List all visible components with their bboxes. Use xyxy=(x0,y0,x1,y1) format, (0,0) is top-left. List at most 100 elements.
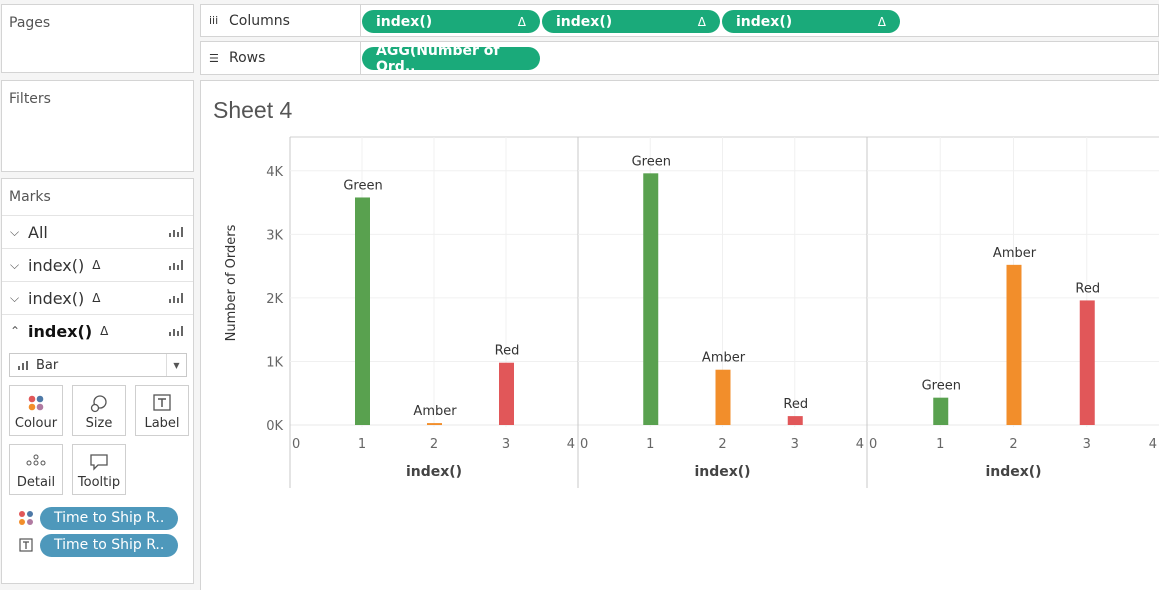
pages-title: Pages xyxy=(9,15,51,31)
y-tick-label: 2K xyxy=(266,292,283,307)
pill-label: index() xyxy=(556,13,613,30)
x-tick-label: 0 xyxy=(869,437,877,452)
colour-dots-icon xyxy=(28,395,44,411)
chevron-up-icon: ⌃ xyxy=(10,324,21,338)
pages-card[interactable]: Pages xyxy=(1,4,194,73)
delta-icon: Δ xyxy=(92,291,101,305)
size-icon xyxy=(90,395,107,413)
bar-chart-icon xyxy=(169,293,183,303)
bar-chart: Number of Orders 0K 1K 2K 3K 4K Green Amber Red 0… xyxy=(224,136,1159,488)
rows-shelf[interactable]: ☰ Rows AGG(Number of Ord.. xyxy=(200,41,1159,75)
x-axis-title: index() xyxy=(694,464,750,480)
filters-card[interactable]: Filters xyxy=(1,80,194,172)
label-pill-row: Time to Ship R.. xyxy=(18,533,179,557)
x-tick-label: 4 xyxy=(856,437,864,452)
y-tick-label: 4K xyxy=(266,165,283,180)
filters-title: Filters xyxy=(9,91,51,107)
marks-card-label: index() xyxy=(28,288,85,308)
label-field-pill[interactable]: Time to Ship R.. xyxy=(40,533,179,557)
tooltip-icon xyxy=(90,454,108,471)
y-tick-label: 1K xyxy=(266,355,283,370)
marks-card-label: index() xyxy=(28,321,93,341)
x-tick-label: 1 xyxy=(646,437,654,452)
y-tick-label: 3K xyxy=(266,228,283,243)
data-label: Green xyxy=(632,154,671,169)
bar-red xyxy=(499,362,514,425)
marks-card-index-3[interactable]: ⌃ index() Δ xyxy=(2,314,193,347)
bar-amber xyxy=(427,423,442,425)
columns-shelf[interactable]: iii Columns index() Δ index() Δ index() … xyxy=(200,4,1159,37)
bar-amber xyxy=(715,369,731,425)
chevron-down-icon: ⌵ xyxy=(10,224,20,239)
columns-pill-index-1[interactable]: index() Δ xyxy=(362,10,540,33)
data-label: Red xyxy=(783,397,808,412)
x-tick-label: 4 xyxy=(1149,437,1157,452)
detail-button-label: Detail xyxy=(16,475,56,490)
bar-red xyxy=(1079,300,1095,425)
rows-label-text: Rows xyxy=(229,50,266,66)
rows-pill-number-of-orders[interactable]: AGG(Number of Ord.. xyxy=(362,43,540,75)
columns-icon: iii xyxy=(209,14,219,27)
data-label: Green xyxy=(922,379,961,394)
delta-icon: Δ xyxy=(517,14,526,29)
bar-green xyxy=(933,397,949,425)
detail-button[interactable]: Detail xyxy=(9,444,63,495)
x-tick-label: 0 xyxy=(292,437,300,452)
mark-type-value: Bar xyxy=(36,357,59,373)
bar-chart-icon xyxy=(18,360,30,370)
bar-chart-icon xyxy=(169,227,183,237)
mark-type-select[interactable]: Bar ▼ xyxy=(9,353,187,377)
rows-shelf-label: ☰ Rows xyxy=(201,42,361,74)
label-button[interactable]: Label xyxy=(135,385,189,436)
tooltip-button[interactable]: Tooltip xyxy=(72,444,126,495)
x-tick-label: 1 xyxy=(358,437,366,452)
columns-shelf-label: iii Columns xyxy=(201,5,361,36)
marks-card: Marks ⌵ All ⌵ index() Δ ⌵ index() Δ ⌃ in… xyxy=(1,178,194,584)
delta-icon: Δ xyxy=(92,258,101,272)
x-tick-label: 1 xyxy=(936,437,944,452)
marks-card-all[interactable]: ⌵ All xyxy=(2,215,193,248)
dropdown-caret-icon: ▼ xyxy=(166,354,186,376)
chevron-down-icon: ⌵ xyxy=(10,257,20,272)
x-tick-label: 2 xyxy=(718,437,726,452)
marks-card-index-1[interactable]: ⌵ index() Δ xyxy=(2,248,193,281)
bar-green xyxy=(355,197,370,425)
label-text-icon xyxy=(19,538,33,552)
marks-card-label: All xyxy=(28,222,48,242)
marks-card-index-2[interactable]: ⌵ index() Δ xyxy=(2,281,193,314)
columns-pill-index-3[interactable]: index() Δ xyxy=(722,10,900,33)
x-axis-title: index() xyxy=(406,464,462,480)
bar-red xyxy=(787,416,803,425)
size-button[interactable]: Size xyxy=(72,385,126,436)
detail-dots-icon xyxy=(26,454,46,466)
data-label: Green xyxy=(343,178,382,193)
label-text-icon xyxy=(153,394,171,411)
chevron-down-icon: ⌵ xyxy=(10,290,20,305)
x-tick-label: 3 xyxy=(791,437,799,452)
colour-button-label: Colour xyxy=(14,416,58,431)
delta-icon: Δ xyxy=(100,324,109,338)
data-label: Red xyxy=(495,344,520,359)
columns-label-text: Columns xyxy=(229,12,290,29)
x-tick-label: 3 xyxy=(502,437,510,452)
colour-dots-icon xyxy=(19,511,33,525)
bar-chart-icon xyxy=(169,326,183,336)
colour-field-pill[interactable]: Time to Ship R.. xyxy=(40,506,179,530)
data-label: Amber xyxy=(702,351,746,366)
data-label: Amber xyxy=(413,404,457,419)
colour-button[interactable]: Colour xyxy=(9,385,63,436)
bar-chart-icon xyxy=(169,260,183,270)
size-button-label: Size xyxy=(85,416,113,431)
pill-label: index() xyxy=(376,13,433,30)
rows-icon: ☰ xyxy=(209,51,219,65)
columns-pill-index-2[interactable]: index() Δ xyxy=(542,10,720,33)
x-tick-label: 3 xyxy=(1083,437,1091,452)
pill-label: index() xyxy=(736,13,793,30)
data-label: Amber xyxy=(993,246,1037,261)
tooltip-button-label: Tooltip xyxy=(77,475,121,490)
y-axis-title: Number of Orders xyxy=(224,224,239,341)
x-tick-label: 4 xyxy=(567,437,575,452)
marks-title: Marks xyxy=(9,189,51,205)
pill-label: AGG(Number of Ord.. xyxy=(376,42,500,75)
bar-amber xyxy=(1006,264,1022,425)
